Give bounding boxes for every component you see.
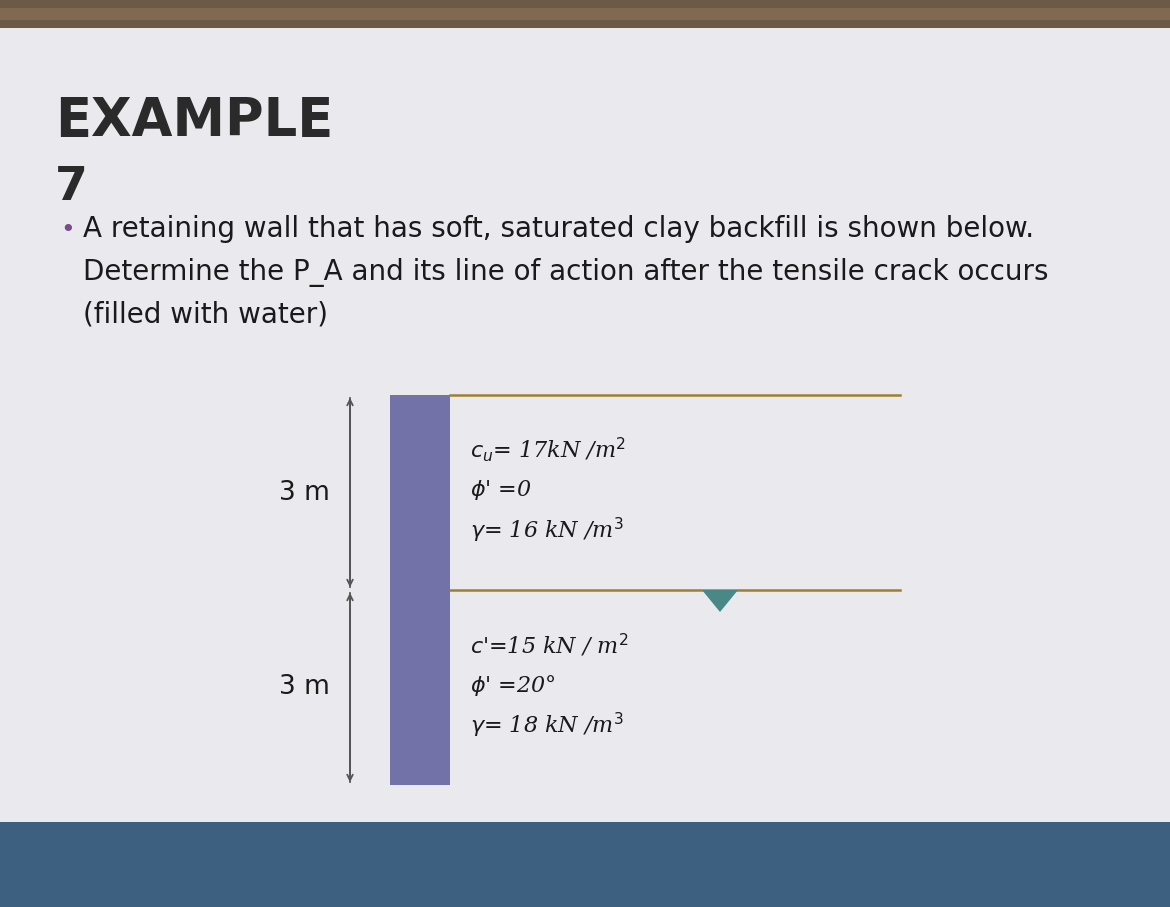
Text: 3 m: 3 m: [280, 675, 330, 700]
Text: A retaining wall that has soft, saturated clay backfill is shown below.: A retaining wall that has soft, saturate…: [83, 215, 1034, 243]
Text: 7: 7: [55, 165, 88, 210]
Text: •: •: [60, 218, 75, 242]
Bar: [0, 0, 1170, 28]
Text: $\phi$' =0: $\phi$' =0: [470, 478, 532, 502]
Text: $\gamma$= 16 kN /m$^3$: $\gamma$= 16 kN /m$^3$: [470, 515, 624, 544]
Bar: [390, 395, 450, 785]
Text: $c_u$= 17kN /m$^2$: $c_u$= 17kN /m$^2$: [470, 435, 626, 464]
Text: $\phi$' =20°: $\phi$' =20°: [470, 672, 556, 697]
Bar: [0, 822, 1170, 907]
Text: EXAMPLE: EXAMPLE: [55, 95, 333, 147]
Text: (filled with water): (filled with water): [83, 301, 328, 329]
Text: 3 m: 3 m: [280, 480, 330, 505]
Text: $\gamma$= 18 kN /m$^3$: $\gamma$= 18 kN /m$^3$: [470, 710, 624, 739]
Bar: [0, 8, 1170, 20]
Text: Determine the P_A and its line of action after the tensile crack occurs: Determine the P_A and its line of action…: [83, 258, 1048, 287]
Polygon shape: [702, 590, 738, 612]
Text: $c$'=15 kN / m$^2$: $c$'=15 kN / m$^2$: [470, 631, 628, 658]
